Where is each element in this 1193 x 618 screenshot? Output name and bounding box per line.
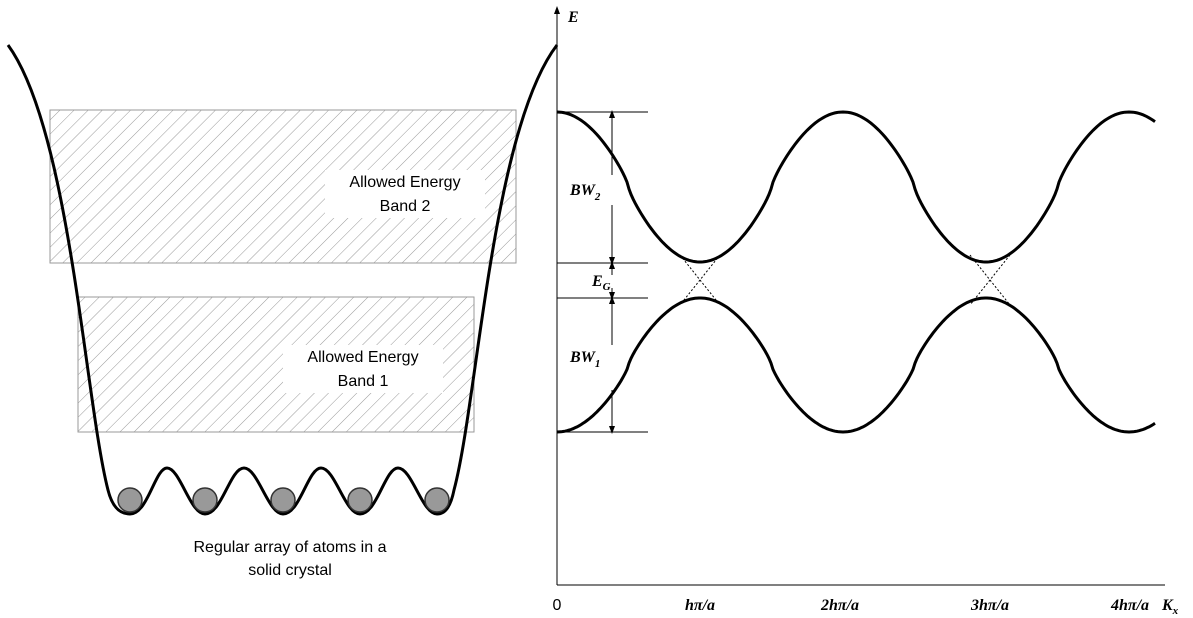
crossings (679, 254, 1011, 306)
x-tick-label: 3hπ/a (970, 597, 1009, 614)
ref-lines (557, 111, 648, 433)
band-label: Band 1 (338, 373, 389, 390)
x-tick-label: 0 (553, 597, 562, 614)
y-axis-label: E (567, 9, 579, 26)
x-tick-label: hπ/a (685, 597, 715, 614)
bw1-label: BW1 (569, 349, 600, 370)
lower-band (556, 296, 1156, 434)
band-label: Allowed Energy (349, 174, 460, 191)
atoms (117, 487, 450, 513)
caption: Regular array of atoms in a (194, 539, 387, 556)
bw2-label: BW2 (569, 182, 601, 203)
potential-well (6, 44, 559, 516)
upper-band (556, 110, 1156, 264)
band-label: Band 2 (380, 198, 431, 215)
x-tick-label: 4hπ/a (1110, 597, 1149, 614)
x-tick-label: 2hπ/a (820, 597, 859, 614)
caption: solid crystal (248, 562, 332, 579)
eg-label: EG (591, 273, 611, 293)
x-axis-label: Kx (1161, 597, 1179, 617)
band-label: Allowed Energy (307, 349, 418, 366)
